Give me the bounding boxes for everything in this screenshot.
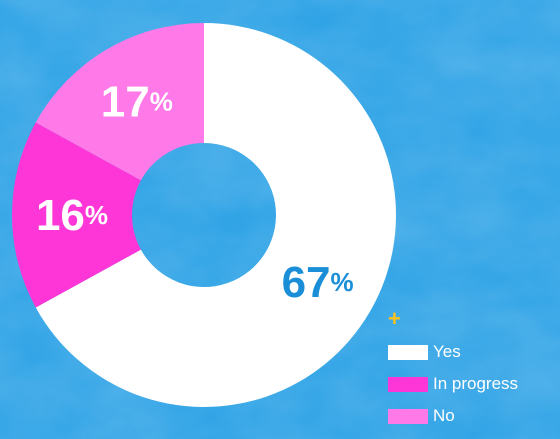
slice-no — [35, 23, 205, 181]
legend-label: No — [433, 406, 455, 425]
data-label-in-progress: 16% — [36, 191, 108, 240]
legend-label: Yes — [433, 342, 461, 361]
legend: + Yes In progress No — [388, 308, 518, 432]
legend-plus-marker: + — [388, 306, 401, 331]
data-label-no: 17% — [101, 77, 173, 126]
legend-swatch — [388, 344, 428, 360]
legend-item-yes: Yes — [388, 336, 518, 368]
slice-in-progress — [12, 122, 141, 308]
legend-swatch — [388, 376, 428, 392]
legend-item-in-progress: In progress — [388, 368, 518, 400]
legend-item-no: No — [388, 400, 518, 432]
data-label-yes: 67% — [282, 258, 354, 307]
legend-swatch — [388, 408, 428, 424]
legend-label: In progress — [433, 374, 519, 393]
slice-yes — [35, 23, 396, 407]
